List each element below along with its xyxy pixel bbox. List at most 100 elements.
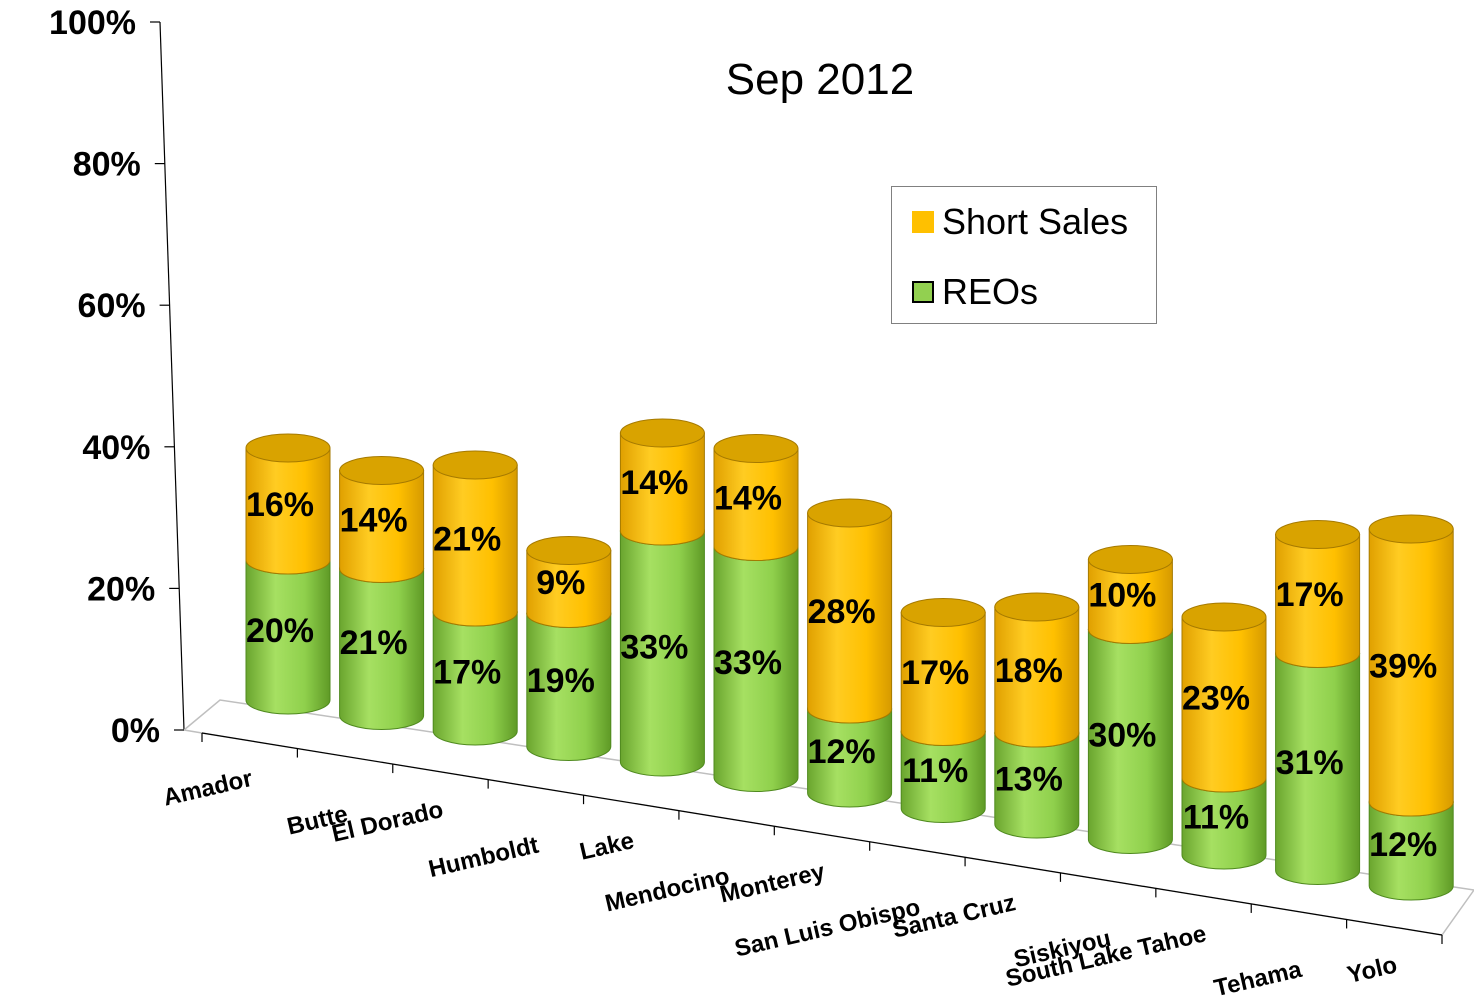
bar-reos-10-body <box>1181 777 1267 870</box>
data-labels: 20% 16% 21% 14% 17% 21% 19% 9% 33% 14% 33% 14% 12% 28… <box>246 464 1437 864</box>
y-tick-label: 0% <box>111 712 160 750</box>
bar-reos-6-body <box>807 708 893 808</box>
category-label: El Dorado <box>329 796 446 848</box>
bar-short-sales-1 <box>339 456 425 583</box>
data-label-short-sales: 17% <box>901 654 969 692</box>
bar-short-sales-9-top <box>1087 545 1173 574</box>
y-tick-labels: 0% 20% 40% 60% 80% 100% <box>49 4 160 750</box>
bar-short-sales-11-top <box>1275 520 1361 549</box>
data-label-reos: 12% <box>1369 826 1437 864</box>
bar-short-sales-9 <box>1087 545 1173 644</box>
data-label-short-sales: 16% <box>246 486 314 524</box>
legend: Short Sales REOs <box>891 186 1157 324</box>
bar-reos-7-body <box>900 731 986 823</box>
category-label: Lake <box>577 827 636 866</box>
bar-short-sales-12-top <box>1368 514 1454 544</box>
data-label-short-sales: 28% <box>808 593 876 631</box>
data-label-short-sales: 39% <box>1369 648 1437 686</box>
bar-reos-12-body <box>1368 801 1454 901</box>
bar-short-sales-5 <box>713 434 799 561</box>
legend-item-reos: REOs <box>912 271 1038 313</box>
bar-short-sales-7 <box>900 598 986 746</box>
bar-reos-5-body <box>713 546 799 792</box>
category-label: Yolo <box>1345 951 1400 989</box>
bar-reos-4-body <box>619 530 705 777</box>
y-tick-label: 100% <box>49 4 136 42</box>
data-label-short-sales: 9% <box>536 564 585 602</box>
bar-short-sales-8 <box>994 592 1080 748</box>
bar-short-sales-10-body <box>1181 616 1267 793</box>
data-label-short-sales: 14% <box>714 480 782 518</box>
data-label-reos: 11% <box>902 752 968 790</box>
y-tick-label: 60% <box>78 287 146 325</box>
data-label-reos: 13% <box>995 761 1063 799</box>
bar-reos-9-body <box>1087 629 1173 854</box>
bar-reos-8-body <box>994 732 1080 839</box>
bar-short-sales-1-body <box>339 470 425 583</box>
bar-short-sales-10 <box>1181 602 1267 793</box>
x-axis-line <box>201 732 1443 936</box>
data-label-short-sales: 14% <box>620 464 688 502</box>
category-label: Tehama <box>1212 956 1305 1002</box>
y-tick-label: 40% <box>82 429 150 467</box>
data-label-short-sales: 14% <box>340 502 408 540</box>
legend-label-reos: REOs <box>942 271 1039 312</box>
bar-short-sales-11 <box>1275 520 1361 668</box>
bar-short-sales-12-body <box>1368 528 1454 817</box>
bar-short-sales-0 <box>245 433 331 575</box>
category-label: Humboldt <box>426 832 541 883</box>
y-axis-line <box>159 21 185 731</box>
bar-short-sales-3-body <box>526 550 612 628</box>
y-tick-label: 20% <box>87 570 155 608</box>
bar-reos-0-body <box>245 559 331 715</box>
bar-short-sales-2-body <box>432 464 518 627</box>
data-label-reos: 12% <box>808 733 876 771</box>
category-label: Mendocino <box>602 863 731 918</box>
bar-short-sales-2 <box>432 450 518 627</box>
category-label: Amador <box>161 765 255 812</box>
data-label-short-sales: 17% <box>1276 576 1344 614</box>
legend-swatch-short-sales <box>912 211 934 233</box>
bar-short-sales-3-top <box>526 536 612 565</box>
bar-short-sales-2-top <box>432 450 518 480</box>
axes <box>150 21 1474 944</box>
category-label: Monterey <box>717 858 828 908</box>
y-tick-label: 80% <box>73 146 141 184</box>
bar-short-sales-4-body <box>619 432 705 546</box>
bar-short-sales-1-top <box>339 456 425 485</box>
bar-short-sales-6-body <box>807 512 893 724</box>
data-label-reos: 11% <box>1183 799 1249 837</box>
bar-short-sales-0-top <box>245 433 331 463</box>
bar-short-sales-7-top <box>900 598 986 627</box>
data-label-short-sales: 18% <box>995 652 1063 690</box>
bar-short-sales-10-top <box>1181 602 1267 632</box>
bar-short-sales-4 <box>619 418 705 546</box>
legend-item-short-sales: Short Sales <box>912 201 1128 243</box>
data-label-short-sales: 21% <box>433 521 501 559</box>
bars <box>245 418 1454 901</box>
bar-short-sales-11-body <box>1275 534 1361 668</box>
bar-reos-11-body <box>1275 653 1361 885</box>
bar-reos-3-body <box>526 613 612 761</box>
bar-short-sales-12 <box>1368 514 1454 817</box>
bar-short-sales-9-body <box>1087 559 1173 644</box>
data-label-reos: 33% <box>620 629 688 667</box>
data-label-reos: 19% <box>527 662 595 700</box>
data-label-reos: 30% <box>1088 717 1156 755</box>
bar-short-sales-5-body <box>713 448 799 561</box>
bar-short-sales-3 <box>526 536 612 628</box>
data-label-reos: 31% <box>1276 744 1344 782</box>
bar-reos-1-body <box>339 568 425 730</box>
bar-short-sales-6 <box>807 498 893 724</box>
data-label-reos: 17% <box>433 654 501 692</box>
bar-short-sales-5-top <box>713 434 799 463</box>
bar-short-sales-8-top <box>994 592 1080 622</box>
data-label-reos: 20% <box>246 612 314 650</box>
bar-short-sales-6-top <box>807 498 893 528</box>
chart-title: Sep 2012 <box>726 55 914 104</box>
legend-swatch-reos <box>912 281 934 303</box>
floor-plane <box>182 699 1474 936</box>
data-label-short-sales: 10% <box>1088 577 1156 615</box>
legend-label-short-sales: Short Sales <box>942 201 1129 242</box>
